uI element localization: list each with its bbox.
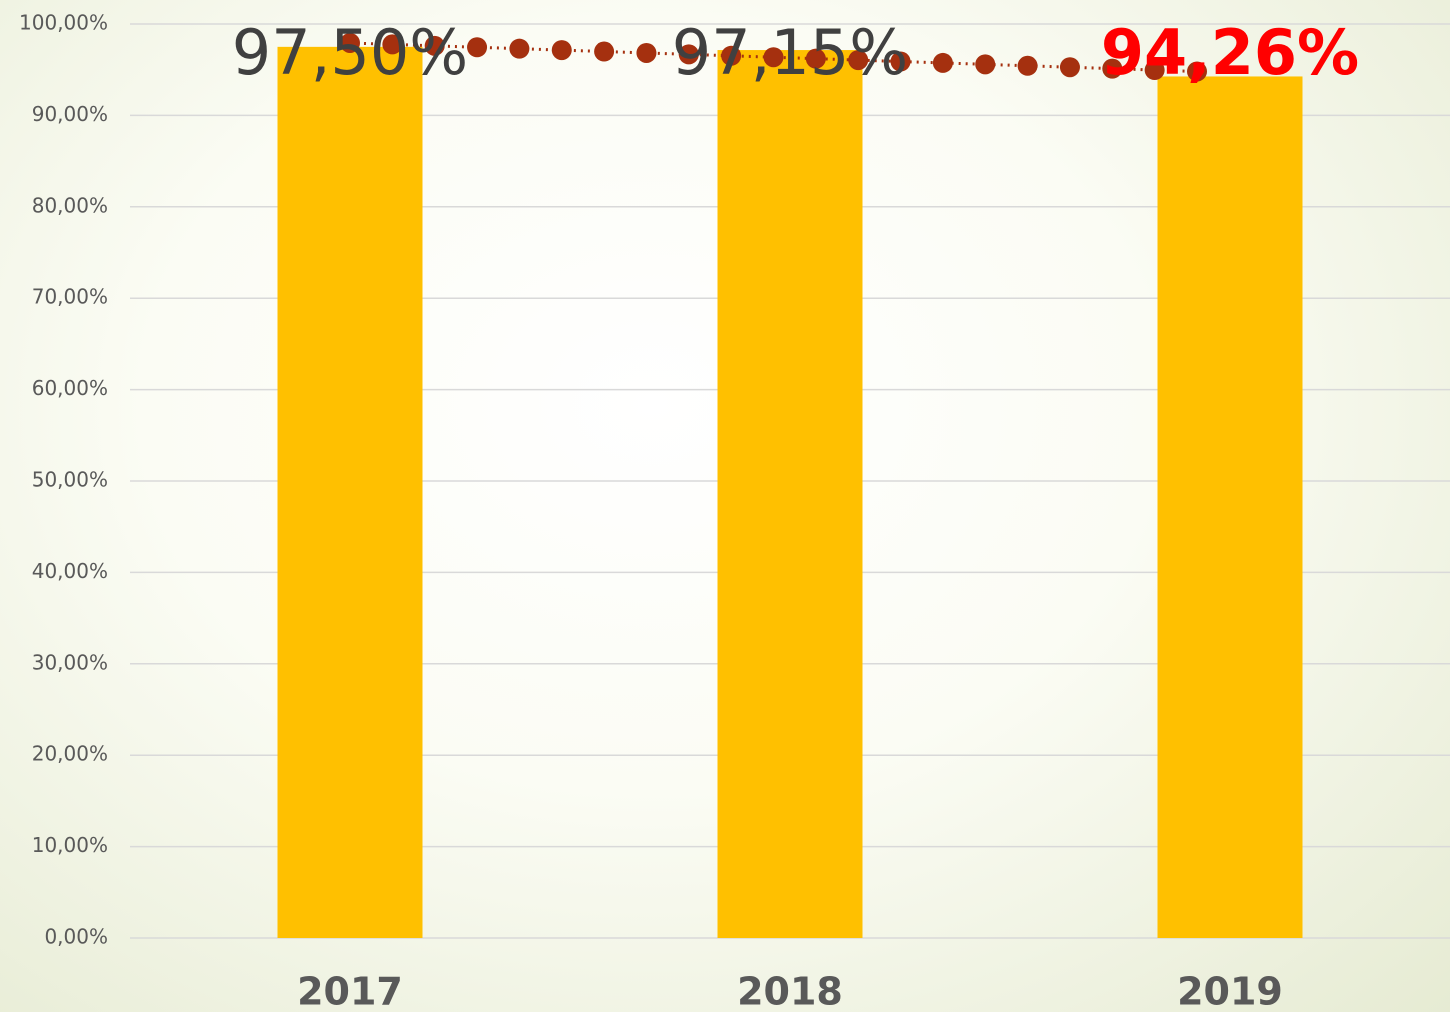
y-tick-label: 30,00% (32, 650, 108, 674)
value-label: 97,15% (672, 16, 908, 89)
trend-marker (763, 47, 784, 68)
trend-marker (1017, 55, 1038, 76)
trend-marker (594, 41, 615, 62)
x-tick-label: 2017 (297, 970, 403, 1012)
trend-marker (467, 37, 488, 58)
trend-marker (890, 51, 911, 72)
value-label: 94,26% (1101, 16, 1359, 89)
x-tick-label: 2018 (737, 970, 843, 1012)
trendline (349, 41, 1198, 73)
trend-marker (1102, 58, 1123, 79)
y-tick-label: 100,00% (19, 11, 108, 35)
y-tick-label: 60,00% (32, 376, 108, 400)
trend-marker (1187, 61, 1207, 82)
trend-marker (340, 32, 360, 53)
trend-marker (678, 44, 699, 65)
trend-marker (509, 38, 530, 59)
trend-marker (805, 48, 826, 69)
trend-marker (932, 52, 953, 73)
trend-marker (721, 45, 742, 66)
y-tick-label: 40,00% (32, 559, 108, 583)
y-tick-label: 50,00% (32, 468, 108, 492)
bar (1157, 76, 1303, 938)
trend-marker (382, 34, 403, 55)
y-tick-label: 80,00% (32, 193, 108, 217)
trend-marker (1059, 57, 1080, 78)
trend-marker (551, 40, 572, 61)
y-tick-label: 20,00% (32, 742, 108, 766)
y-tick-label: 0,00% (44, 925, 108, 949)
trend-marker (1144, 60, 1165, 81)
trend-marker (424, 35, 445, 56)
y-tick-label: 90,00% (32, 102, 108, 126)
bar (717, 50, 863, 938)
value-label: 97,50% (232, 16, 468, 89)
y-tick-label: 70,00% (32, 285, 108, 309)
x-tick-label: 2019 (1177, 970, 1283, 1012)
bar (277, 46, 423, 939)
trend-marker (848, 50, 869, 71)
trend-marker (975, 54, 996, 75)
y-tick-label: 10,00% (32, 833, 108, 857)
trend-marker (636, 42, 657, 63)
